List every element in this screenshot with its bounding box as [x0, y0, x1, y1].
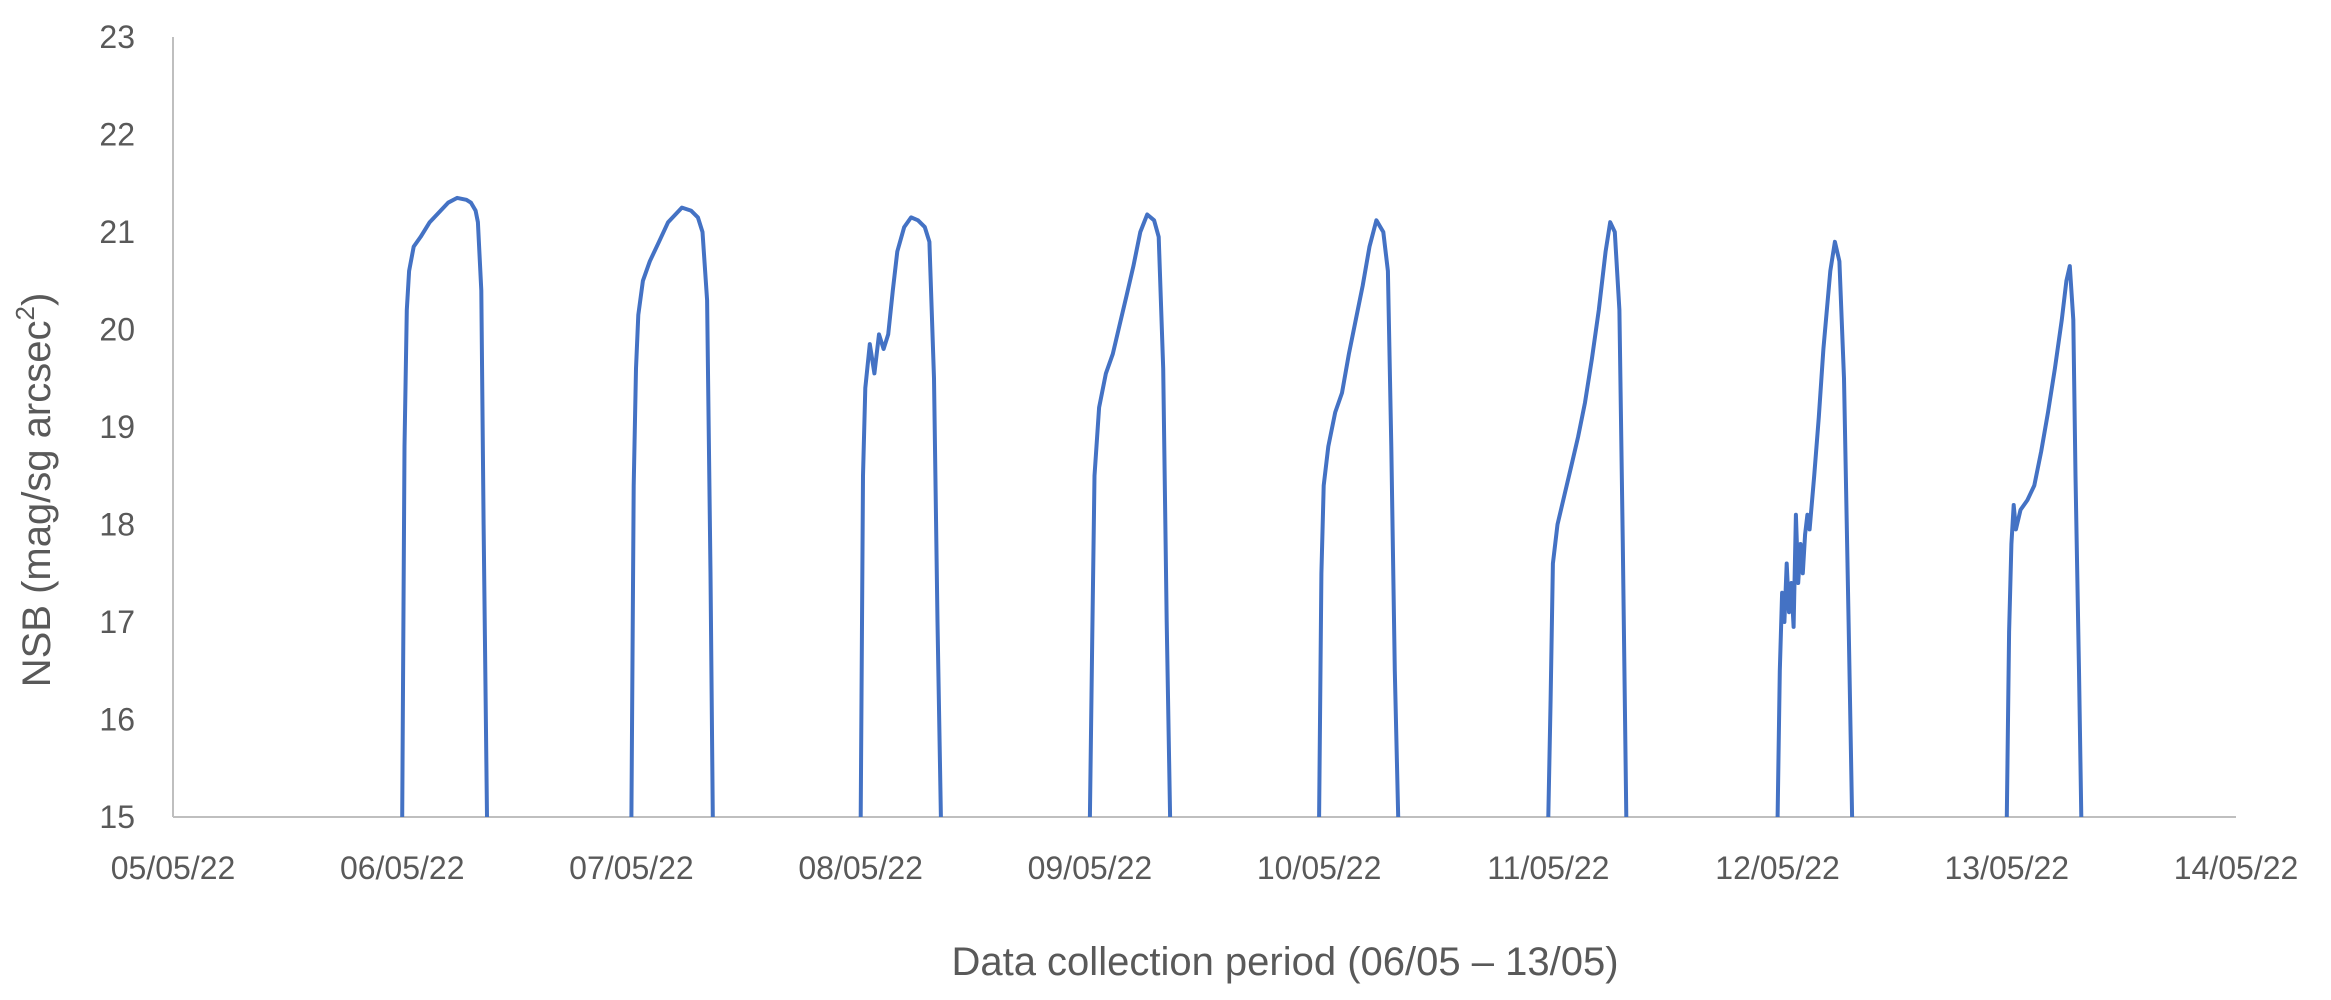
nsb-night-line-13-05-22	[2004, 264, 2084, 818]
nsb-night-line-11-05-22	[1546, 220, 1629, 818]
x-tick-label: 05/05/22	[111, 850, 236, 886]
x-tick-label: 09/05/22	[1028, 850, 1153, 886]
nsb-night-line-07-05-22	[629, 205, 715, 818]
x-axis-title: Data collection period (06/05 – 13/05)	[951, 940, 1618, 984]
x-tick-label: 13/05/22	[1944, 850, 2069, 886]
y-tick-label: 18	[99, 507, 135, 543]
y-tick-label: 16	[99, 702, 135, 738]
y-axis-title: NSB (mag/sg arcsec2)	[10, 293, 59, 688]
x-tick-label: 12/05/22	[1715, 850, 1840, 886]
y-tick-label: 23	[99, 19, 135, 55]
y-axis-tick-labels: 15 16 17 18 19 20 21 22 23	[99, 19, 135, 835]
x-tick-label: 07/05/22	[569, 850, 694, 886]
y-axis-title-superscript: 2	[10, 306, 40, 320]
x-tick-label: 10/05/22	[1257, 850, 1382, 886]
y-axis-title-close: )	[15, 293, 59, 306]
x-tick-label: 08/05/22	[798, 850, 923, 886]
y-tick-label: 22	[99, 117, 135, 153]
y-tick-label: 21	[99, 214, 135, 250]
x-tick-label: 11/05/22	[1487, 850, 1609, 886]
y-tick-label: 15	[99, 799, 135, 835]
nsb-night-line-09-05-22	[1087, 212, 1173, 818]
x-tick-label: 06/05/22	[340, 850, 465, 886]
y-tick-label: 20	[99, 312, 135, 348]
x-axis-tick-labels: 05/05/22 06/05/22 07/05/22 08/05/22 09/05/22…	[111, 850, 2299, 886]
nsb-night-line-12-05-22	[1775, 239, 1855, 818]
nsb-night-line-08-05-22	[858, 215, 943, 818]
y-tick-label: 17	[99, 604, 135, 640]
y-axis-title-text: NSB (mag/sg arcsec	[15, 321, 59, 688]
x-tick-label: 14/05/22	[2174, 850, 2299, 886]
y-tick-label: 19	[99, 409, 135, 445]
nsb-night-line-10-05-22	[1317, 218, 1401, 818]
nsb-night-line-06-05-22	[400, 195, 489, 818]
nsb-series	[400, 195, 2084, 818]
